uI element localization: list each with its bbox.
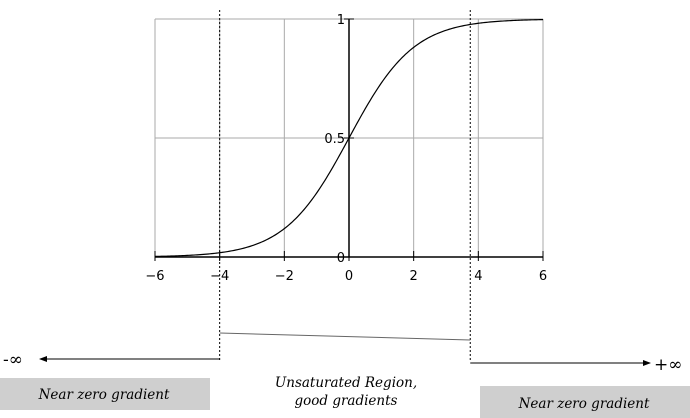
center-region-label-line2: good gradients	[295, 393, 398, 409]
y-tick-label: 0.5	[324, 132, 345, 147]
y-tick-label: 1	[337, 13, 345, 28]
negative-infinity-label: -∞	[3, 350, 23, 370]
saturation-bound-lines	[219, 10, 471, 362]
right-region-box	[480, 386, 690, 418]
y-tick-label: 0	[337, 251, 345, 266]
positive-infinity-label: +∞	[654, 355, 682, 375]
x-tick-label: −6	[145, 269, 164, 284]
x-tick-label: 6	[539, 269, 547, 284]
x-tick-label: 2	[410, 269, 418, 284]
axes	[154, 18, 544, 261]
x-tick-label: −2	[275, 269, 294, 284]
sigmoid-curve	[154, 18, 544, 258]
bottom-annotations: -∞ +∞ Near zero gradient Near zero gradi…	[0, 332, 690, 418]
x-tick-label: 4	[474, 269, 482, 284]
center-region-label-line1: Unsaturated Region,	[275, 375, 417, 391]
tick-labels: −6 −4 −2 0 2 4 6 0 0.5 1	[145, 13, 547, 284]
unsaturated-bracket-line	[219, 332, 471, 341]
x-tick-label: −4	[210, 269, 229, 284]
left-region-label: Near zero gradient	[38, 387, 170, 403]
left-region-box	[0, 378, 210, 410]
x-tick-label: 0	[345, 269, 353, 284]
right-region-label: Near zero gradient	[518, 396, 650, 412]
